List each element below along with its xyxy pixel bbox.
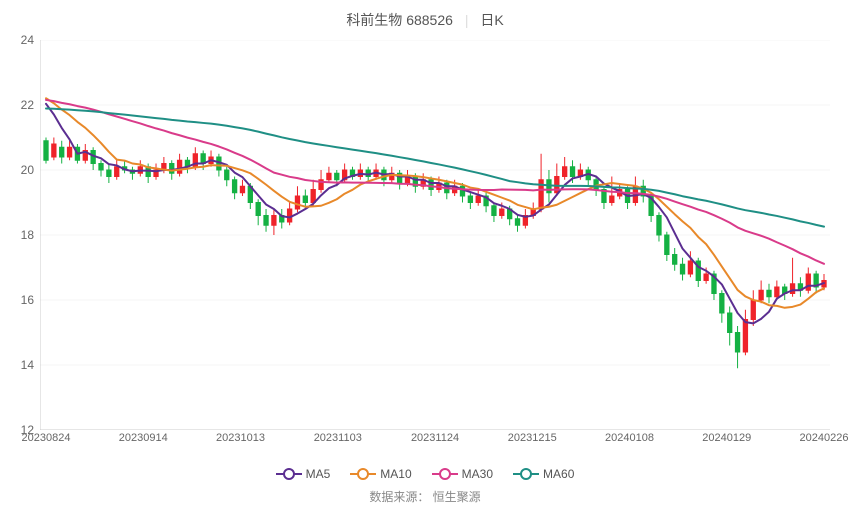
x-tick-label: 20240226 <box>800 432 849 444</box>
chart-canvas <box>40 40 830 430</box>
y-tick-label: 22 <box>21 98 34 112</box>
y-tick-label: 24 <box>21 33 34 47</box>
source-label: 数据来源： <box>369 490 429 504</box>
legend-label: MA30 <box>462 467 493 481</box>
legend-label: MA10 <box>380 467 411 481</box>
source-value: 恒生聚源 <box>433 490 481 504</box>
y-tick-label: 16 <box>21 293 34 307</box>
x-axis: 2023082420230914202310132023110320231124… <box>40 432 830 452</box>
stock-chart-container: 科前生物 688526 | 日K 12141618202224 20230824… <box>0 0 850 517</box>
title-separator: | <box>465 12 469 28</box>
legend-label: MA60 <box>543 467 574 481</box>
x-tick-label: 20240129 <box>702 432 751 444</box>
data-source: 数据来源： 恒生聚源 <box>0 488 850 505</box>
x-tick-label: 20230824 <box>22 432 71 444</box>
legend-item-ma5[interactable]: MA5 <box>276 467 331 481</box>
legend-label: MA5 <box>306 467 331 481</box>
x-tick-label: 20231124 <box>411 432 459 444</box>
x-tick-label: 20231103 <box>314 432 362 444</box>
y-tick-label: 18 <box>21 228 34 242</box>
stock-name: 科前生物 <box>346 12 402 28</box>
x-tick-label: 20231215 <box>508 432 557 444</box>
plot-area[interactable] <box>40 40 830 430</box>
legend: MA5 MA10 MA30 MA60 <box>0 464 850 481</box>
legend-swatch-icon <box>350 473 376 475</box>
x-tick-label: 20240108 <box>605 432 654 444</box>
stock-code: 688526 <box>406 12 453 28</box>
legend-swatch-icon <box>276 473 302 475</box>
legend-swatch-icon <box>513 473 539 475</box>
x-tick-label: 20231013 <box>216 432 265 444</box>
x-tick-label: 20230914 <box>119 432 168 444</box>
y-tick-label: 20 <box>21 163 34 177</box>
y-tick-label: 14 <box>21 358 34 372</box>
legend-item-ma30[interactable]: MA30 <box>432 467 493 481</box>
stock-period: 日K <box>480 12 503 28</box>
legend-swatch-icon <box>432 473 458 475</box>
legend-item-ma60[interactable]: MA60 <box>513 467 574 481</box>
chart-title: 科前生物 688526 | 日K <box>0 0 850 30</box>
legend-item-ma10[interactable]: MA10 <box>350 467 411 481</box>
y-axis: 12141618202224 <box>0 40 38 430</box>
